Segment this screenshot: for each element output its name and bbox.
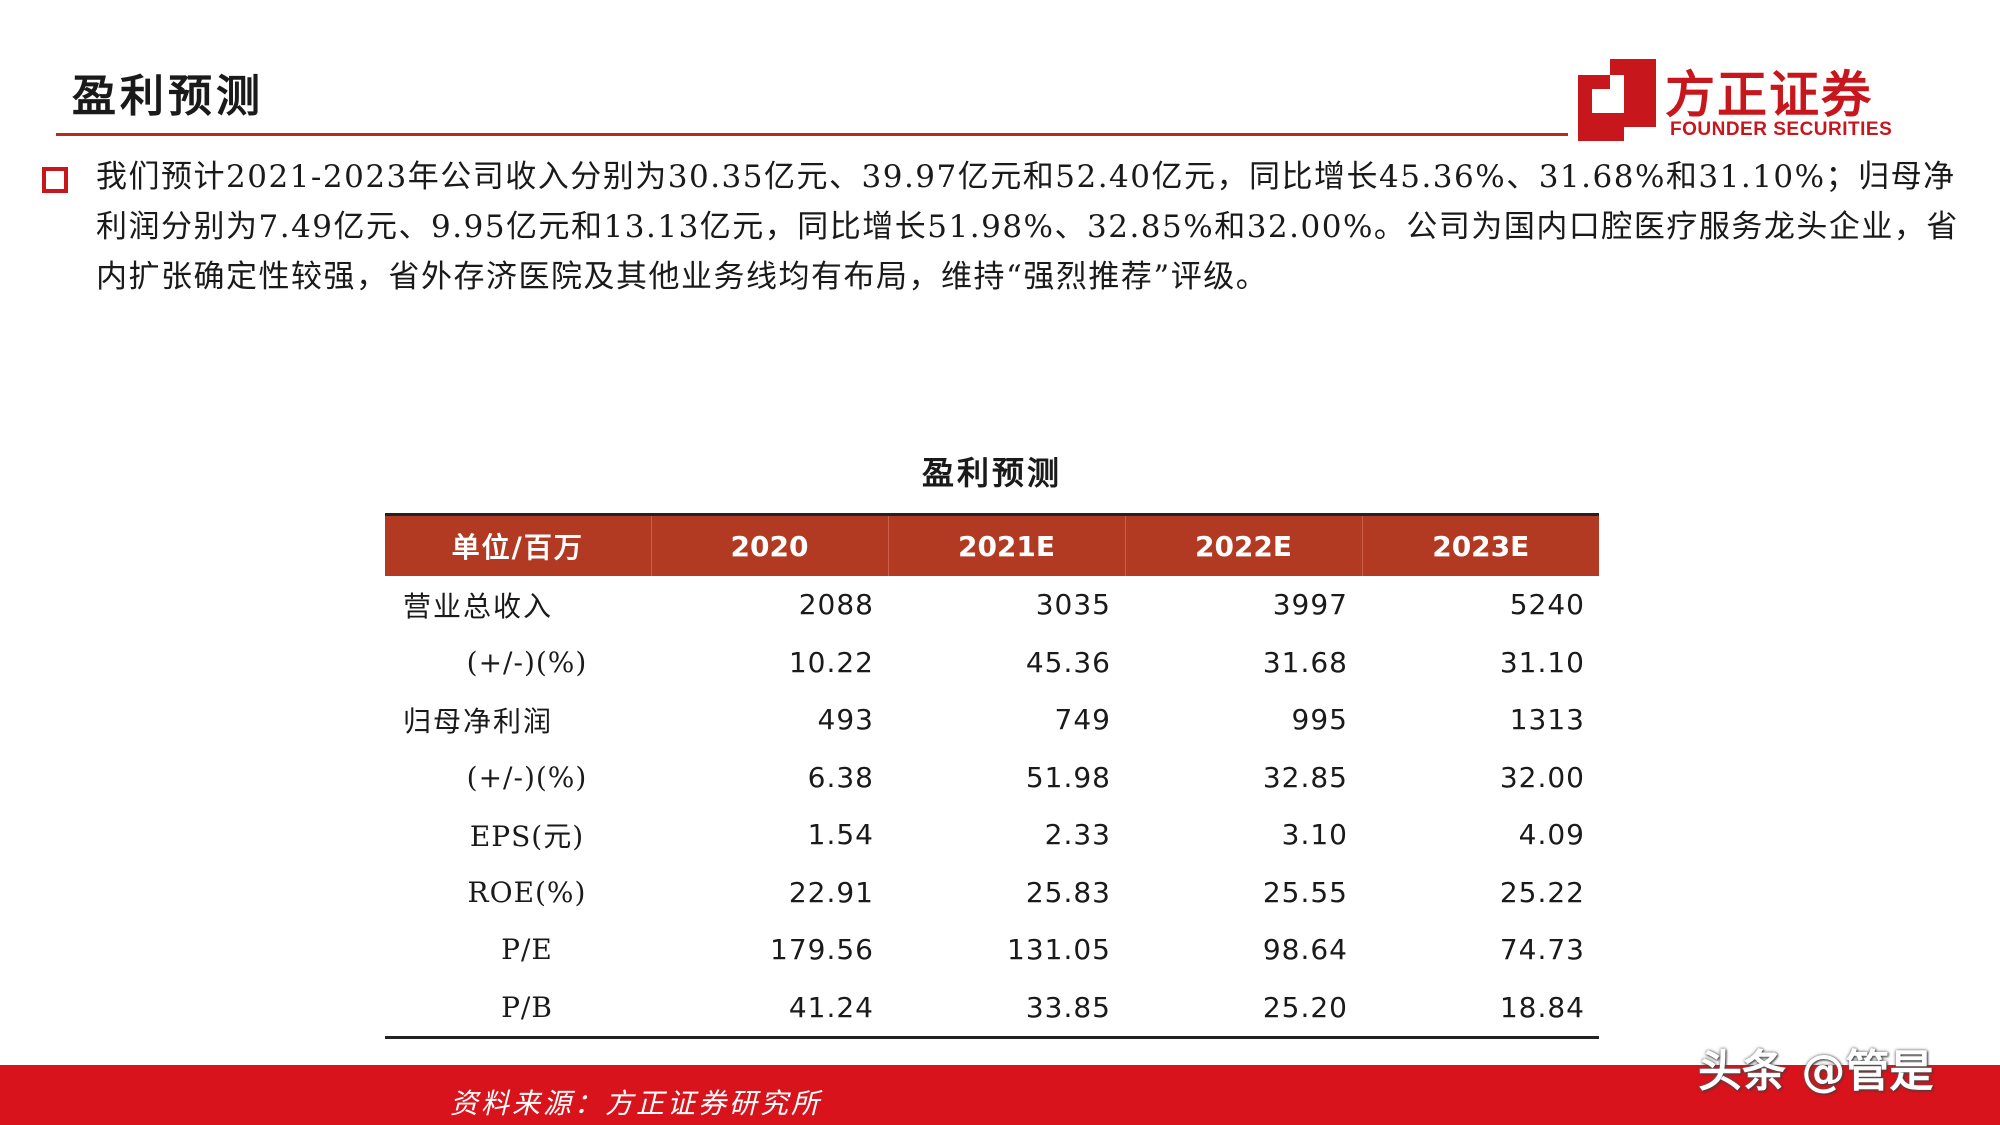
table-cell: 25.22 <box>1499 875 1585 909</box>
title-divider <box>56 133 1568 136</box>
table-cell: 32.85 <box>1262 760 1348 794</box>
row-label-revenue: 营业总收入 <box>403 589 554 623</box>
row-label-net-profit: 归母净利润 <box>403 704 554 738</box>
table-cell: 3.10 <box>1281 818 1348 852</box>
table-cell: 33.85 <box>888 978 1125 1039</box>
row-label-pe: P/E <box>501 933 553 967</box>
founder-logo-icon <box>1578 59 1656 141</box>
founder-securities-logo: 方正证券 FOUNDER SECURITIES <box>1570 55 1910 145</box>
table-cell: 25.20 <box>1125 978 1362 1039</box>
table-cell: 22.91 <box>788 875 874 909</box>
table-row: 营业总收入 2088 3035 3997 5240 <box>385 576 1599 634</box>
table-cell: 31.10 <box>1499 645 1585 679</box>
summary-paragraph: 我们预计2021-2023年公司收入分别为30.35亿元、39.97亿元和52.… <box>96 159 1959 295</box>
table-cell: 2.33 <box>1044 818 1111 852</box>
table-title: 盈利预测 <box>921 454 1062 492</box>
row-label-pb: P/B <box>385 978 651 1039</box>
header-unit: 单位/百万 <box>385 513 651 576</box>
table-row: ROE(%) 22.91 25.83 25.55 25.22 <box>385 864 1599 922</box>
table-cell: 98.64 <box>1262 933 1348 967</box>
table-cell: 1313 <box>1509 703 1585 737</box>
table-cell: 749 <box>1054 703 1111 737</box>
table-cell: 3035 <box>1035 588 1111 622</box>
watermark: 头条 @管是 <box>1698 1046 1934 1097</box>
page-title: 盈利预测 <box>72 71 264 122</box>
table-row: (+/-)(%) 6.38 51.98 32.85 32.00 <box>385 749 1599 807</box>
table-row: (+/-)(%) 10.22 45.36 31.68 31.10 <box>385 634 1599 692</box>
header-2021e: 2021E <box>887 513 1125 576</box>
table-cell: 131.05 <box>1007 933 1111 967</box>
table-cell: 2088 <box>798 588 874 622</box>
table-cell: 6.38 <box>807 760 874 794</box>
bullet-square-icon <box>42 167 68 193</box>
logo-english-name: FOUNDER SECURITIES <box>1670 119 1893 140</box>
table-cell: 41.24 <box>651 978 888 1039</box>
table-cell: 31.68 <box>1262 645 1348 679</box>
row-label-revenue-growth: (+/-)(%) <box>466 645 588 679</box>
table-row: 归母净利润 493 749 995 1313 <box>385 691 1599 749</box>
forecast-table: 单位/百万 2020 2021E 2022E 2023E 营业总收入 2088 … <box>385 513 1599 1039</box>
table-cell: 25.55 <box>1262 875 1348 909</box>
table-cell: 74.73 <box>1499 933 1585 967</box>
table-header-row: 单位/百万 2020 2021E 2022E 2023E <box>385 513 1599 576</box>
table-cell: 4.09 <box>1518 818 1585 852</box>
table-cell: 3997 <box>1272 588 1348 622</box>
table-cell: 995 <box>1291 703 1348 737</box>
table-cell: 179.56 <box>770 933 874 967</box>
table-cell: 32.00 <box>1499 760 1585 794</box>
footer-bar <box>0 1065 2000 1125</box>
table-row: P/E 179.56 131.05 98.64 74.73 <box>385 921 1599 979</box>
header-2022e: 2022E <box>1124 513 1362 576</box>
table-cell: 10.22 <box>788 645 874 679</box>
logo-chinese-name: 方正证券 <box>1665 66 1873 124</box>
row-label-roe: ROE(%) <box>467 875 587 909</box>
header-2020: 2020 <box>650 513 888 576</box>
table-row: EPS(元) 1.54 2.33 3.10 4.09 <box>385 806 1599 864</box>
footer-source: 资料来源：方正证券研究所 <box>450 1087 823 1120</box>
table-cell: 1.54 <box>807 818 874 852</box>
table-cell: 493 <box>817 703 874 737</box>
table-cell: 45.36 <box>1025 645 1111 679</box>
table-cell: 5240 <box>1509 588 1585 622</box>
row-label-eps: EPS(元) <box>469 819 585 853</box>
table-row: P/B 41.24 33.85 25.20 18.84 <box>385 978 1599 1039</box>
table-cell: 18.84 <box>1362 978 1599 1039</box>
table-cell: 51.98 <box>1025 760 1111 794</box>
header-2023e: 2023E <box>1361 513 1599 576</box>
table-cell: 25.83 <box>1025 875 1111 909</box>
row-label-profit-growth: (+/-)(%) <box>466 760 588 794</box>
